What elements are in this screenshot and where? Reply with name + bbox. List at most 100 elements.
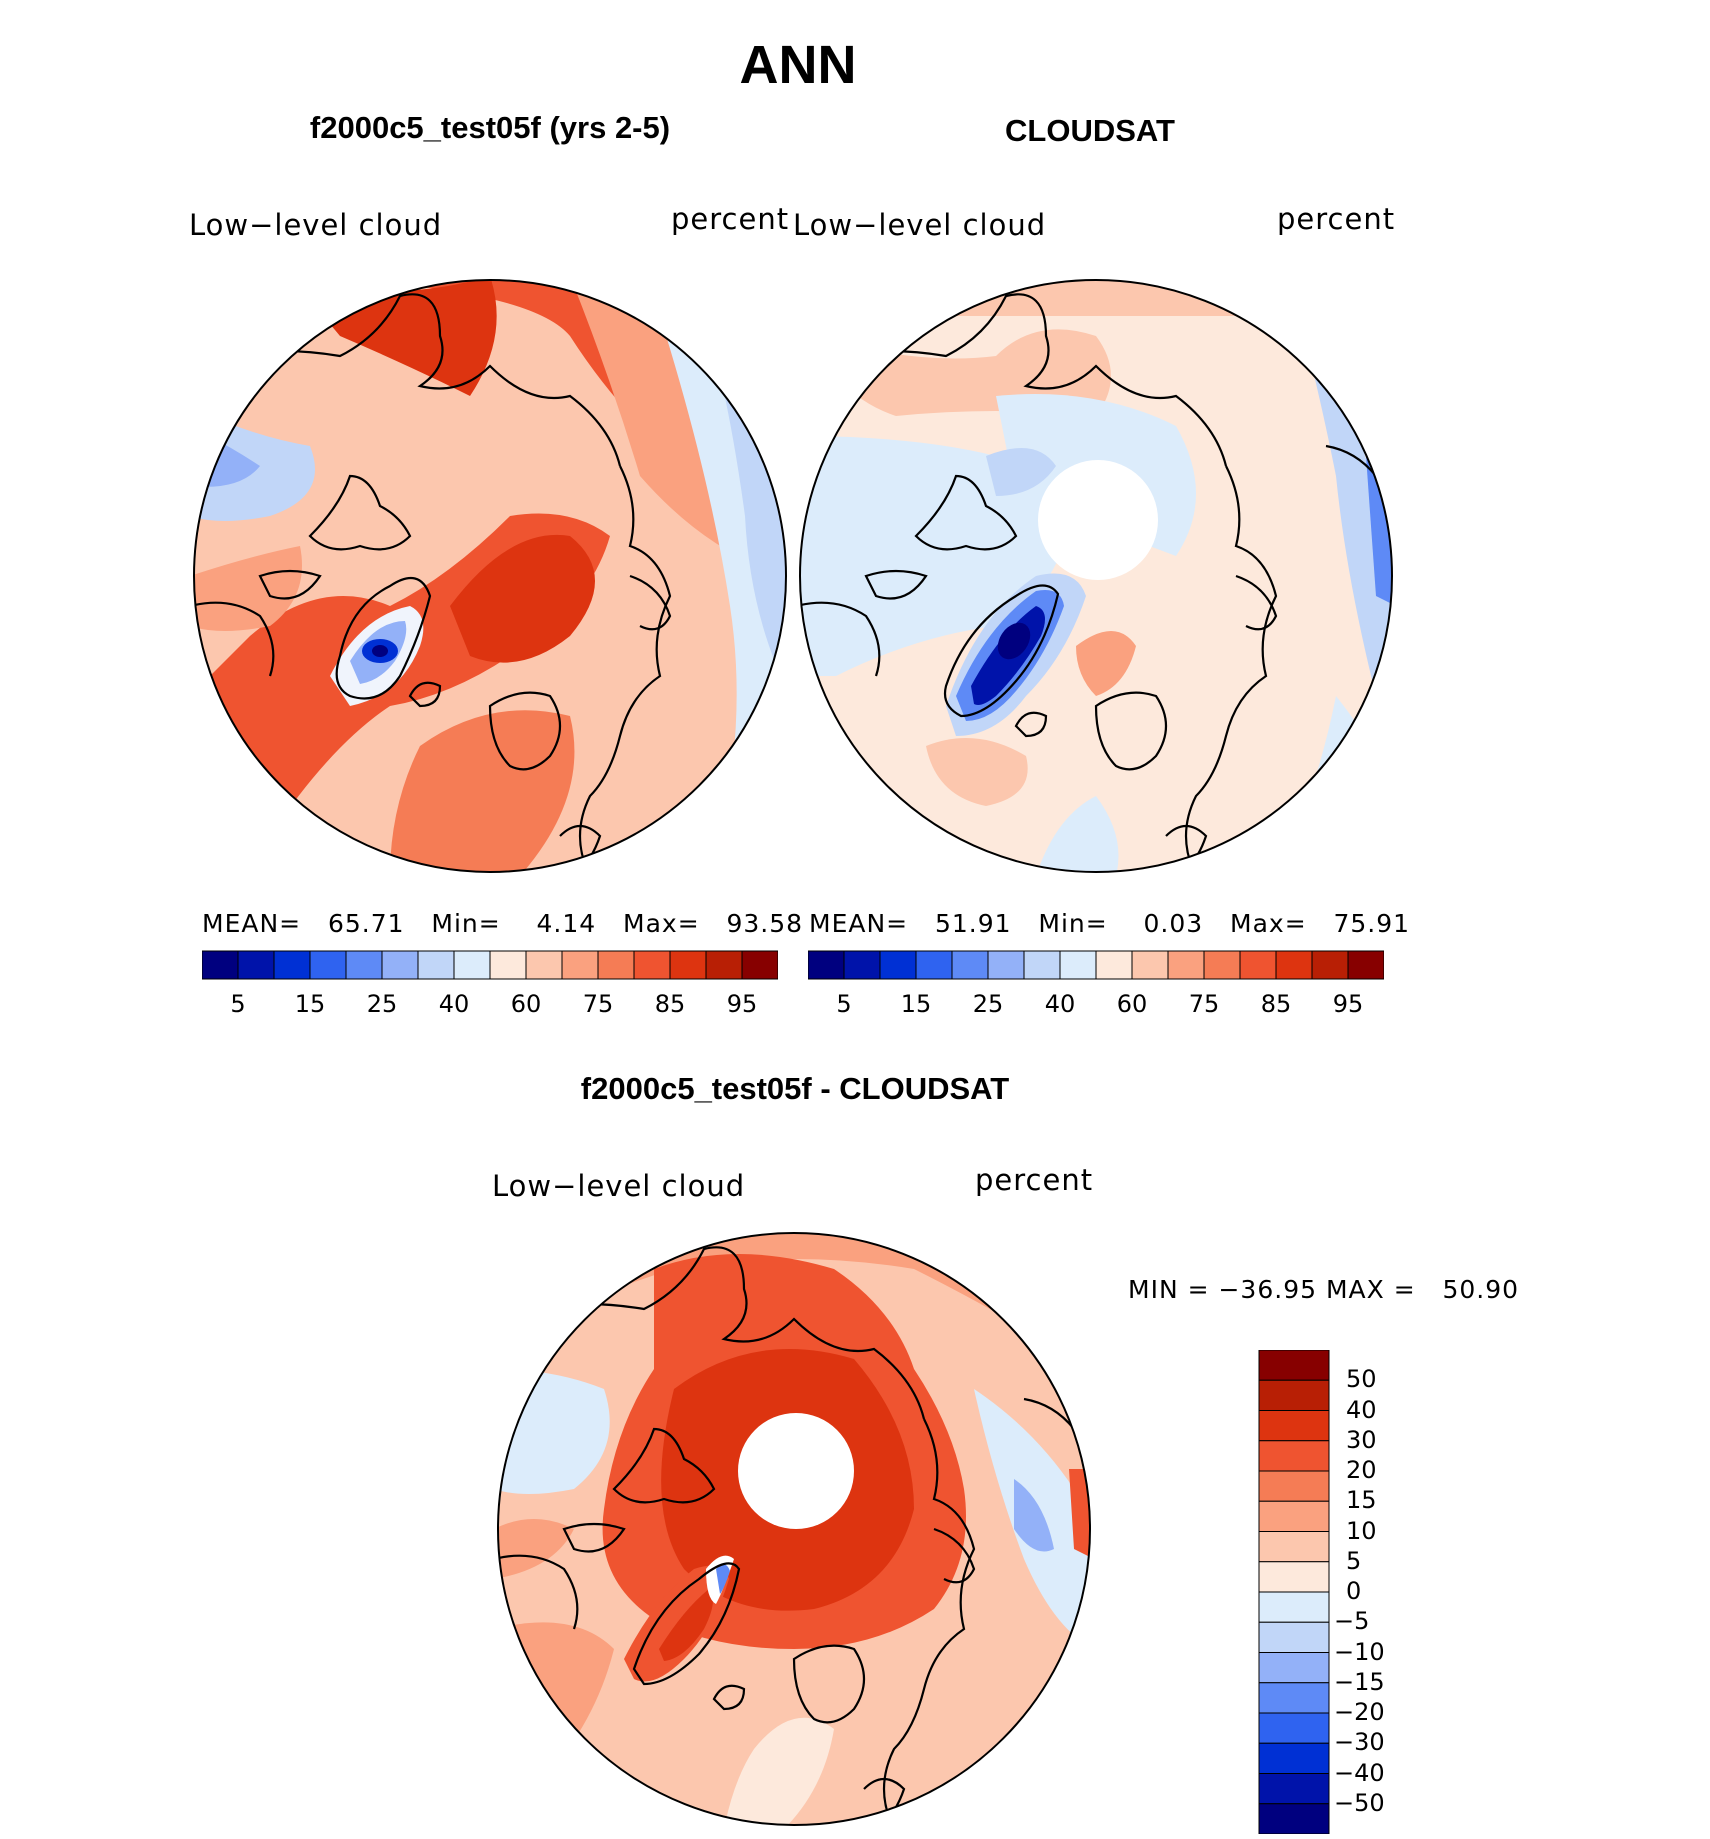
- diff-colorbar-tick: 40: [1346, 1395, 1377, 1424]
- model-field-canada: [194, 546, 303, 631]
- obs-colorbar-swatch: [1131, 950, 1169, 980]
- model-variable-label: Low−level cloud: [189, 208, 443, 242]
- model-colorbar-tick: 40: [438, 990, 470, 1018]
- obs-coastlines: [800, 293, 1377, 872]
- model-colorbar-swatch: [345, 950, 383, 980]
- obs-colorbar-tick: 15: [900, 990, 932, 1018]
- diff-colorbar-tick: 10: [1346, 1516, 1377, 1545]
- diff-colorbar-tick: −40: [1334, 1758, 1385, 1787]
- obs-field-atlantic-patch: [926, 738, 1028, 806]
- obs-panel-title: CLOUDSAT: [1005, 113, 1175, 148]
- diff-colorbar-swatch: [1258, 1470, 1330, 1502]
- diff-colorbar-swatch: [1258, 1773, 1330, 1805]
- main-title: ANN: [739, 35, 857, 95]
- diff-field-canada: [498, 1519, 574, 1579]
- model-field-norwegian-core: [450, 534, 595, 663]
- diff-field-polar-hole: [738, 1413, 854, 1529]
- obs-max-value: 75.91: [1333, 909, 1411, 938]
- model-panel-title: f2000c5_test05f (yrs 2-5): [309, 110, 671, 145]
- diff-field-east-blue: [1014, 1479, 1054, 1552]
- model-stats: MEAN= 65.71 Min= 4.14 Max= 93.58: [202, 909, 803, 938]
- model-colorbar-swatch: [202, 950, 239, 980]
- diff-colorbar-tick: 0: [1346, 1577, 1362, 1605]
- diff-field-greenland-core: [659, 1589, 713, 1661]
- diff-colorbar-swatch: [1258, 1379, 1330, 1411]
- obs-field-east-cool: [1296, 306, 1392, 696]
- model-mean-value: 65.71: [327, 909, 405, 938]
- diff-colorbar-swatch: [1258, 1410, 1330, 1442]
- model-colorbar-tick: 95: [726, 990, 758, 1018]
- model-colorbar-swatch: [417, 950, 455, 980]
- model-field-europe: [390, 710, 575, 872]
- diff-field-europe-pale: [724, 1717, 834, 1825]
- obs-colorbar-tick: 25: [972, 990, 1004, 1018]
- obs-colorbar-swatch: [879, 950, 917, 980]
- obs-unit-label: percent: [1277, 202, 1396, 236]
- obs-colorbar-swatch: [951, 950, 989, 980]
- diff-colorbar-tick: 20: [1346, 1456, 1377, 1484]
- model-field-east-cool-2: [710, 336, 786, 696]
- diff-colorbar-swatch: [1258, 1712, 1330, 1744]
- model-colorbar-swatch: [381, 950, 419, 980]
- model-colorbar-swatch: [705, 950, 743, 980]
- diff-colorbar-ticks: 50 40 30 20 15 10 5 0 −5 −10 −15 −20 −30 −40 −50: [1334, 1350, 1414, 1834]
- diff-variable-label: Low−level cloud: [492, 1169, 746, 1203]
- obs-field-europe-cool: [1036, 796, 1119, 872]
- diff-colorbar-tick: −50: [1334, 1788, 1385, 1817]
- obs-colorbar-swatch: [843, 950, 881, 980]
- diff-stats: MIN = −36.95 MAX = 50.90: [1128, 1275, 1520, 1304]
- obs-polar-map: [799, 279, 1393, 873]
- model-max-value: 93.58: [726, 909, 804, 938]
- model-colorbar-tick: 60: [510, 990, 542, 1018]
- diff-colorbar-swatch: [1258, 1591, 1330, 1623]
- model-colorbar-swatch: [669, 950, 707, 980]
- model-colorbar-swatch: [453, 950, 491, 980]
- obs-colorbar-swatch: [1239, 950, 1277, 980]
- obs-field-barents-patch: [1076, 631, 1136, 696]
- obs-colorbar-swatch: [1203, 950, 1241, 980]
- model-colorbar-swatch: [633, 950, 671, 980]
- diff-colorbar: [1258, 1350, 1330, 1834]
- model-colorbar-swatch: [309, 950, 347, 980]
- obs-max-label: Max=: [1230, 909, 1307, 938]
- model-colorbar-swatch: [273, 950, 311, 980]
- diff-colorbar-tick: 15: [1346, 1486, 1377, 1515]
- model-min-value: 4.14: [536, 909, 597, 938]
- model-coastlines: [194, 293, 672, 872]
- model-colorbar-swatch: [741, 950, 778, 980]
- model-colorbar-tick: 85: [654, 990, 686, 1018]
- model-colorbar: [202, 950, 778, 980]
- diff-colorbar-swatch: [1258, 1742, 1330, 1774]
- obs-colorbar-swatch: [1059, 950, 1097, 980]
- obs-colorbar-swatch: [1023, 950, 1061, 980]
- diff-unit-label: percent: [975, 1163, 1094, 1197]
- obs-mean-value: 51.91: [934, 909, 1012, 938]
- diff-colorbar-tick: −5: [1334, 1607, 1370, 1636]
- obs-colorbar-tick: 75: [1188, 990, 1220, 1018]
- obs-colorbar-swatch: [915, 950, 953, 980]
- model-colorbar-tick: 5: [230, 990, 246, 1018]
- model-max-label: Max=: [623, 909, 700, 938]
- model-min-label: Min=: [431, 909, 501, 938]
- diff-colorbar-swatch: [1258, 1621, 1330, 1653]
- obs-colorbar-tick: 95: [1332, 990, 1364, 1018]
- obs-colorbar-swatch: [1347, 950, 1384, 980]
- obs-field-greenland-min: [997, 622, 1031, 660]
- diff-colorbar-swatch: [1258, 1500, 1330, 1532]
- obs-colorbar-tick: 85: [1260, 990, 1292, 1018]
- diff-polar-map: [497, 1232, 1091, 1826]
- model-colorbar-tick: 75: [582, 990, 614, 1018]
- obs-stats: MEAN= 51.91 Min= 0.03 Max= 75.91: [809, 909, 1410, 938]
- obs-variable-label: Low−level cloud: [793, 208, 1047, 242]
- diff-colorbar-tick: −15: [1334, 1667, 1385, 1696]
- diff-colorbar-tick: 5: [1346, 1546, 1362, 1575]
- model-polar-map: [193, 279, 787, 873]
- diff-coastlines: [498, 1246, 1075, 1825]
- obs-colorbar-tick: 5: [836, 990, 852, 1018]
- diff-colorbar-tick: 50: [1346, 1365, 1377, 1394]
- obs-colorbar-tick: 60: [1116, 990, 1148, 1018]
- obs-colorbar-swatch: [1095, 950, 1133, 980]
- obs-colorbar-tick: 40: [1044, 990, 1076, 1018]
- diff-field-greenland-blue: [716, 1564, 730, 1594]
- diff-colorbar-swatch: [1258, 1682, 1330, 1714]
